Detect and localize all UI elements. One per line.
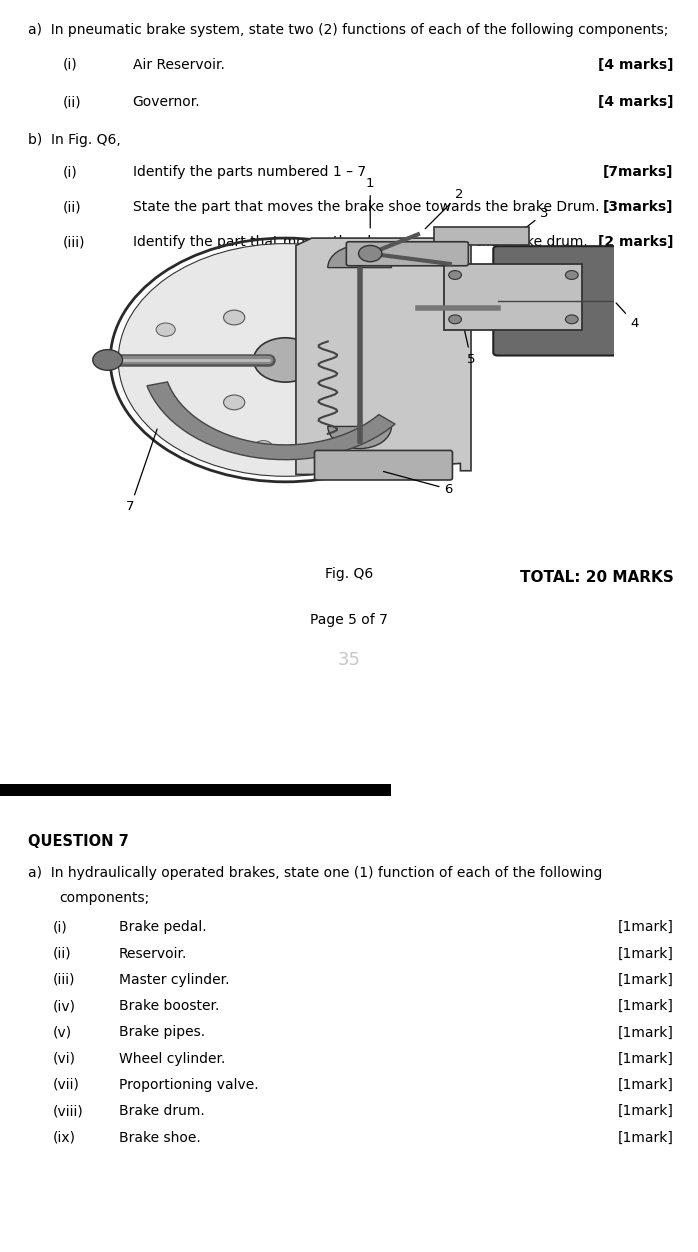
- Text: components;: components;: [59, 891, 149, 905]
- Circle shape: [401, 338, 420, 352]
- FancyBboxPatch shape: [445, 264, 582, 331]
- Text: [1mark]: [1mark]: [618, 920, 674, 934]
- Circle shape: [118, 244, 452, 476]
- Text: 35: 35: [338, 651, 360, 669]
- Text: [7marks]: [7marks]: [603, 165, 674, 179]
- Text: 4: 4: [616, 303, 639, 329]
- Text: 5: 5: [461, 314, 475, 366]
- Circle shape: [326, 394, 347, 409]
- Text: Air Reservoir.: Air Reservoir.: [133, 58, 225, 71]
- Text: Brake pedal.: Brake pedal.: [119, 920, 207, 934]
- FancyBboxPatch shape: [346, 242, 468, 265]
- Circle shape: [298, 265, 317, 279]
- Text: (v): (v): [52, 1025, 71, 1039]
- Text: 6: 6: [383, 472, 453, 496]
- Text: Page 5 of 7: Page 5 of 7: [310, 613, 388, 627]
- Text: [1mark]: [1mark]: [618, 1078, 674, 1092]
- Text: (i): (i): [63, 58, 77, 71]
- Text: Brake pipes.: Brake pipes.: [119, 1025, 205, 1039]
- Text: Wheel cylinder.: Wheel cylinder.: [119, 1052, 225, 1065]
- Text: (ix): (ix): [52, 1131, 75, 1144]
- Text: Fig. Q6: Fig. Q6: [325, 567, 373, 581]
- Text: (ii): (ii): [63, 95, 82, 109]
- Text: (ii): (ii): [63, 200, 82, 214]
- Text: (iv): (iv): [52, 999, 75, 1013]
- Text: 7: 7: [126, 429, 157, 513]
- FancyBboxPatch shape: [493, 247, 618, 356]
- Text: b)  In Fig. Q6,: b) In Fig. Q6,: [28, 133, 121, 146]
- Circle shape: [253, 338, 317, 382]
- Text: Reservoir.: Reservoir.: [119, 947, 187, 960]
- Text: (vii): (vii): [52, 1078, 80, 1092]
- Text: [2 marks]: [2 marks]: [598, 235, 674, 249]
- Text: [1mark]: [1mark]: [618, 947, 674, 960]
- Text: Identify the part that moves the shoe away from the brake drum.: Identify the part that moves the shoe aw…: [133, 235, 588, 249]
- Circle shape: [93, 349, 122, 371]
- Text: 3: 3: [510, 207, 549, 240]
- Text: (viii): (viii): [52, 1104, 83, 1118]
- Text: TOTAL: 20 MARKS: TOTAL: 20 MARKS: [520, 570, 674, 585]
- Text: [1mark]: [1mark]: [618, 1131, 674, 1144]
- Text: [1mark]: [1mark]: [618, 1104, 674, 1118]
- Circle shape: [326, 310, 347, 326]
- Text: Proportioning valve.: Proportioning valve.: [119, 1078, 258, 1092]
- Text: (i): (i): [52, 920, 67, 934]
- Text: Master cylinder.: Master cylinder.: [119, 973, 229, 987]
- Text: (iii): (iii): [63, 235, 85, 249]
- FancyBboxPatch shape: [434, 227, 529, 245]
- Circle shape: [359, 245, 382, 262]
- Circle shape: [565, 270, 578, 279]
- Text: Governor.: Governor.: [133, 95, 200, 109]
- Text: [1mark]: [1mark]: [618, 973, 674, 987]
- Circle shape: [449, 270, 461, 279]
- Circle shape: [253, 441, 273, 454]
- Text: a)  In hydraulically operated brakes, state one (1) function of each of the foll: a) In hydraulically operated brakes, sta…: [28, 866, 602, 880]
- Polygon shape: [296, 238, 471, 475]
- Wedge shape: [328, 245, 392, 268]
- Text: Brake booster.: Brake booster.: [119, 999, 219, 1013]
- Circle shape: [223, 310, 245, 326]
- Text: (i): (i): [63, 165, 77, 179]
- Circle shape: [223, 394, 245, 409]
- Text: 2: 2: [425, 188, 463, 229]
- Text: a)  In pneumatic brake system, state two (2) functions of each of the following : a) In pneumatic brake system, state two …: [28, 23, 668, 36]
- Text: 1: 1: [366, 177, 374, 228]
- Text: (vi): (vi): [52, 1052, 75, 1065]
- Wedge shape: [147, 382, 395, 459]
- Text: [4 marks]: [4 marks]: [598, 95, 674, 109]
- Text: [4 marks]: [4 marks]: [598, 58, 674, 71]
- Circle shape: [565, 316, 578, 324]
- Text: Brake shoe.: Brake shoe.: [119, 1131, 200, 1144]
- Circle shape: [156, 323, 175, 337]
- Text: [1mark]: [1mark]: [618, 1025, 674, 1039]
- Text: QUESTION 7: QUESTION 7: [28, 834, 128, 849]
- FancyBboxPatch shape: [0, 784, 391, 796]
- Text: (ii): (ii): [52, 947, 71, 960]
- Text: State the part that moves the brake shoe towards the brake Drum.: State the part that moves the brake shoe…: [133, 200, 599, 214]
- Text: [3marks]: [3marks]: [603, 200, 674, 214]
- Text: Brake drum.: Brake drum.: [119, 1104, 205, 1118]
- Circle shape: [449, 316, 461, 324]
- FancyBboxPatch shape: [315, 451, 452, 480]
- Text: Identify the parts numbered 1 – 7: Identify the parts numbered 1 – 7: [133, 165, 366, 179]
- Text: [1mark]: [1mark]: [618, 999, 674, 1013]
- Text: [1mark]: [1mark]: [618, 1052, 674, 1065]
- Wedge shape: [328, 427, 392, 448]
- Text: (iii): (iii): [52, 973, 75, 987]
